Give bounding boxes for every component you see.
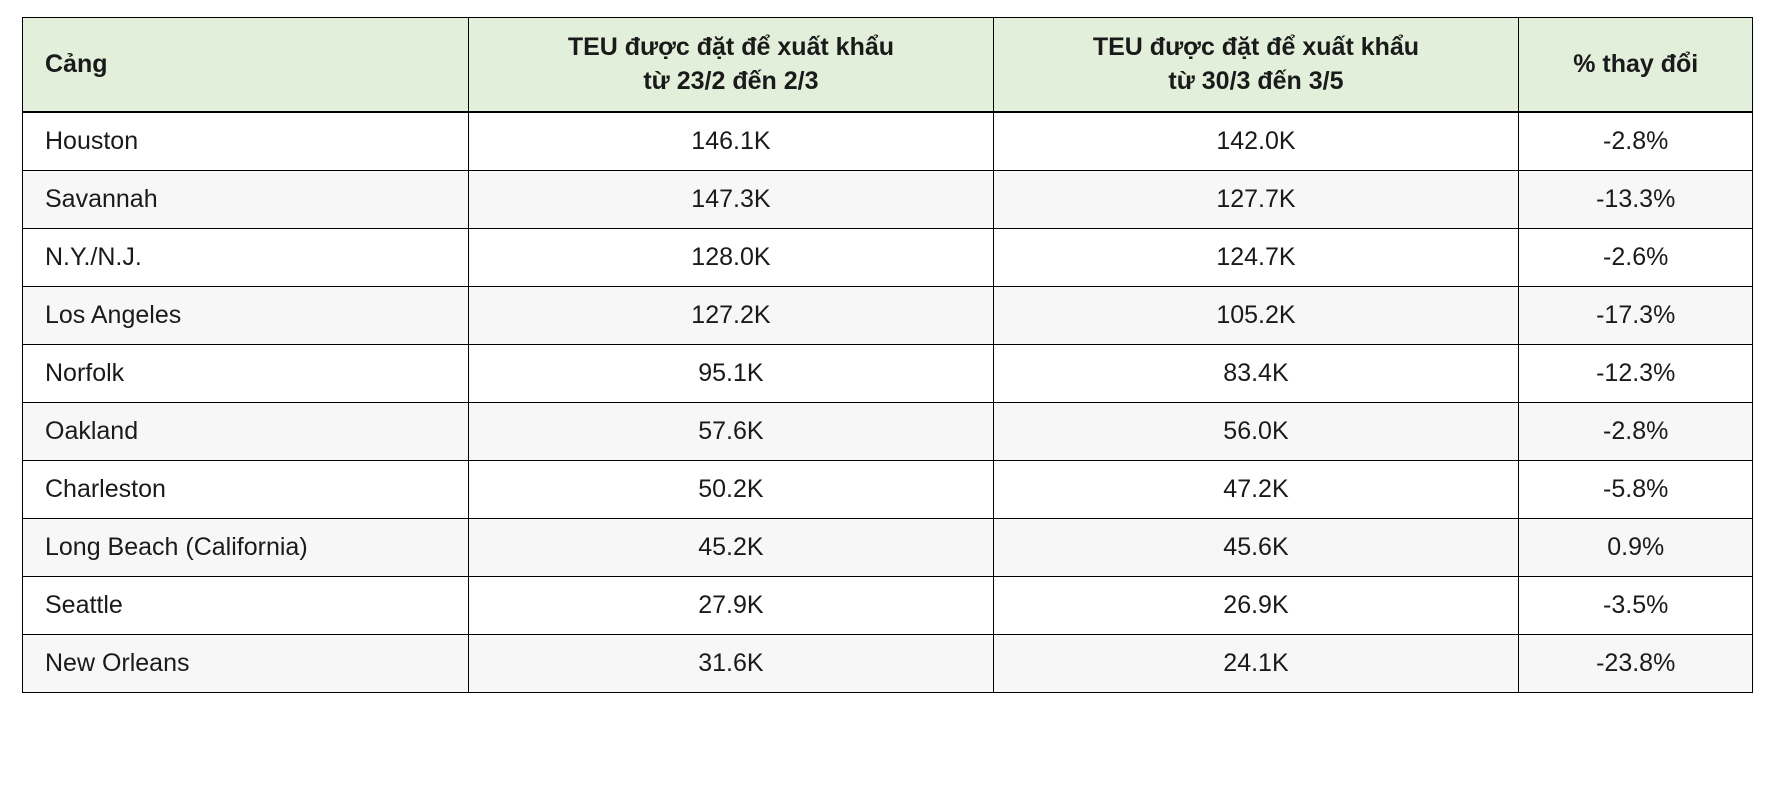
pct-change-cell: -2.8% <box>1518 111 1753 171</box>
pct-change-cell: -2.8% <box>1518 402 1753 461</box>
teu-period1-cell: 146.1K <box>468 111 994 171</box>
table-row: Charleston 50.2K 47.2K -5.8% <box>21 460 1753 519</box>
teu-period1-cell: 95.1K <box>468 344 994 403</box>
port-name-cell: Seattle <box>21 576 470 635</box>
table-body: Houston 146.1K 142.0K -2.8% Savannah 147.3K 12… <box>21 111 1753 693</box>
pct-change-cell: -12.3% <box>1518 344 1753 403</box>
header-teu-period2: TEU được đặt để xuất khẩu từ 30/3 đến 3/… <box>992 17 1520 113</box>
port-name-cell: Oakland <box>21 402 470 461</box>
port-name-cell: Savannah <box>21 170 470 229</box>
port-name-cell: Norfolk <box>21 344 470 403</box>
teu-period2-cell: 124.7K <box>992 228 1520 287</box>
table-row: Norfolk 95.1K 83.4K -12.3% <box>21 344 1753 403</box>
teu-period1-cell: 57.6K <box>468 402 994 461</box>
header-row: Cảng TEU được đặt để xuất khẩu từ 23/2 đ… <box>21 17 1753 113</box>
teu-period2-cell: 142.0K <box>992 111 1520 171</box>
teu-period2-cell: 26.9K <box>992 576 1520 635</box>
table-header: Cảng TEU được đặt để xuất khẩu từ 23/2 đ… <box>21 17 1753 113</box>
port-name-cell: Charleston <box>21 460 470 519</box>
teu-period1-cell: 50.2K <box>468 460 994 519</box>
table-row: Houston 146.1K 142.0K -2.8% <box>21 111 1753 171</box>
page-content: Cảng TEU được đặt để xuất khẩu từ 23/2 đ… <box>21 17 1753 693</box>
port-name-cell: Long Beach (California) <box>21 518 470 577</box>
teu-period1-cell: 127.2K <box>468 286 994 345</box>
teu-period2-cell: 127.7K <box>992 170 1520 229</box>
table-row: Savannah 147.3K 127.7K -13.3% <box>21 170 1753 229</box>
teu-period2-cell: 83.4K <box>992 344 1520 403</box>
header-teu-period1: TEU được đặt để xuất khẩu từ 23/2 đến 2/… <box>468 17 994 113</box>
header-pct-change: % thay đổi <box>1518 17 1753 113</box>
table-row: Long Beach (California) 45.2K 45.6K 0.9% <box>21 518 1753 577</box>
pct-change-cell: -23.8% <box>1518 634 1753 693</box>
port-name-cell: New Orleans <box>21 634 470 693</box>
pct-change-cell: -5.8% <box>1518 460 1753 519</box>
teu-period2-cell: 24.1K <box>992 634 1520 693</box>
teu-period2-cell: 47.2K <box>992 460 1520 519</box>
header-port: Cảng <box>21 17 470 113</box>
port-name-cell: Houston <box>21 111 470 171</box>
pct-change-cell: 0.9% <box>1518 518 1753 577</box>
pct-change-cell: -17.3% <box>1518 286 1753 345</box>
table-row: New Orleans 31.6K 24.1K -23.8% <box>21 634 1753 693</box>
teu-period2-cell: 105.2K <box>992 286 1520 345</box>
teu-period2-cell: 56.0K <box>992 402 1520 461</box>
table-row: Oakland 57.6K 56.0K -2.8% <box>21 402 1753 461</box>
teu-period1-cell: 128.0K <box>468 228 994 287</box>
port-name-cell: Los Angeles <box>21 286 470 345</box>
table-row: N.Y./N.J. 128.0K 124.7K -2.6% <box>21 228 1753 287</box>
pct-change-cell: -2.6% <box>1518 228 1753 287</box>
port-name-cell: N.Y./N.J. <box>21 228 470 287</box>
port-teu-export-table: Cảng TEU được đặt để xuất khẩu từ 23/2 đ… <box>21 17 1753 693</box>
teu-period1-cell: 147.3K <box>468 170 994 229</box>
teu-period2-cell: 45.6K <box>992 518 1520 577</box>
pct-change-cell: -3.5% <box>1518 576 1753 635</box>
teu-period1-cell: 45.2K <box>468 518 994 577</box>
table-row: Seattle 27.9K 26.9K -3.5% <box>21 576 1753 635</box>
teu-period1-cell: 31.6K <box>468 634 994 693</box>
pct-change-cell: -13.3% <box>1518 170 1753 229</box>
table-row: Los Angeles 127.2K 105.2K -17.3% <box>21 286 1753 345</box>
teu-period1-cell: 27.9K <box>468 576 994 635</box>
